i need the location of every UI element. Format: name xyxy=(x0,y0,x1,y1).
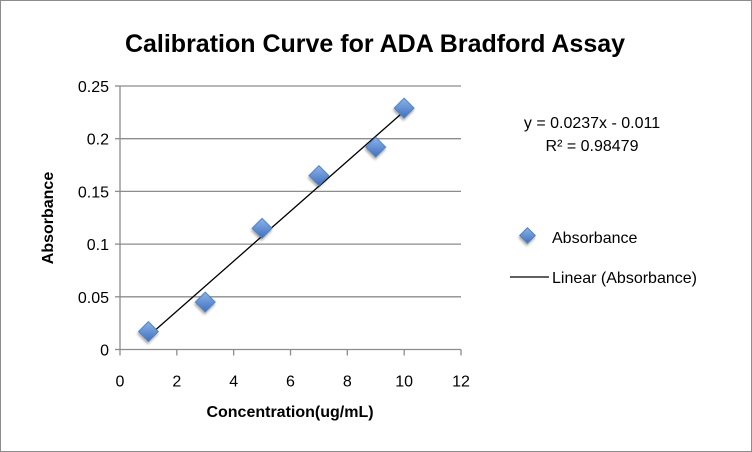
data-point xyxy=(194,291,216,313)
y-axis-label: Absorbance xyxy=(40,172,57,265)
y-tick-label: 0.05 xyxy=(78,290,109,307)
x-axis-label: Concentration(ug/mL) xyxy=(206,404,373,421)
legend-label-trendline: Linear (Absorbance) xyxy=(552,270,697,287)
legend-label-absorbance: Absorbance xyxy=(552,230,637,247)
data-point xyxy=(308,164,330,187)
trendline xyxy=(147,110,405,337)
data-point xyxy=(137,320,160,343)
data-point xyxy=(393,97,415,119)
x-tick-label: 0 xyxy=(116,374,125,391)
x-tick-label: 4 xyxy=(229,374,238,391)
r-squared-annotation: R² = 0.98479 xyxy=(546,138,639,155)
legend-marker-absorbance xyxy=(519,227,536,244)
y-tick-label: 0.1 xyxy=(87,237,109,254)
x-tick-label: 6 xyxy=(286,374,295,391)
legend: Absorbance Linear (Absorbance) xyxy=(510,227,697,287)
y-tick-label: 0.25 xyxy=(78,79,109,96)
x-tick-label: 8 xyxy=(343,374,352,391)
equation-annotation: y = 0.0237x - 0.011 xyxy=(524,115,660,132)
x-tick-label: 2 xyxy=(172,374,181,391)
data-point xyxy=(251,217,273,239)
y-tick-label: 0 xyxy=(100,343,109,360)
y-tick-label: 0.2 xyxy=(87,132,109,149)
y-tick-label: 0.15 xyxy=(78,184,109,201)
data-point xyxy=(365,136,387,158)
x-tick-label: 12 xyxy=(452,374,470,391)
chart-title: Calibration Curve for ADA Bradford Assay xyxy=(125,30,625,58)
x-tick-label: 10 xyxy=(395,374,413,391)
